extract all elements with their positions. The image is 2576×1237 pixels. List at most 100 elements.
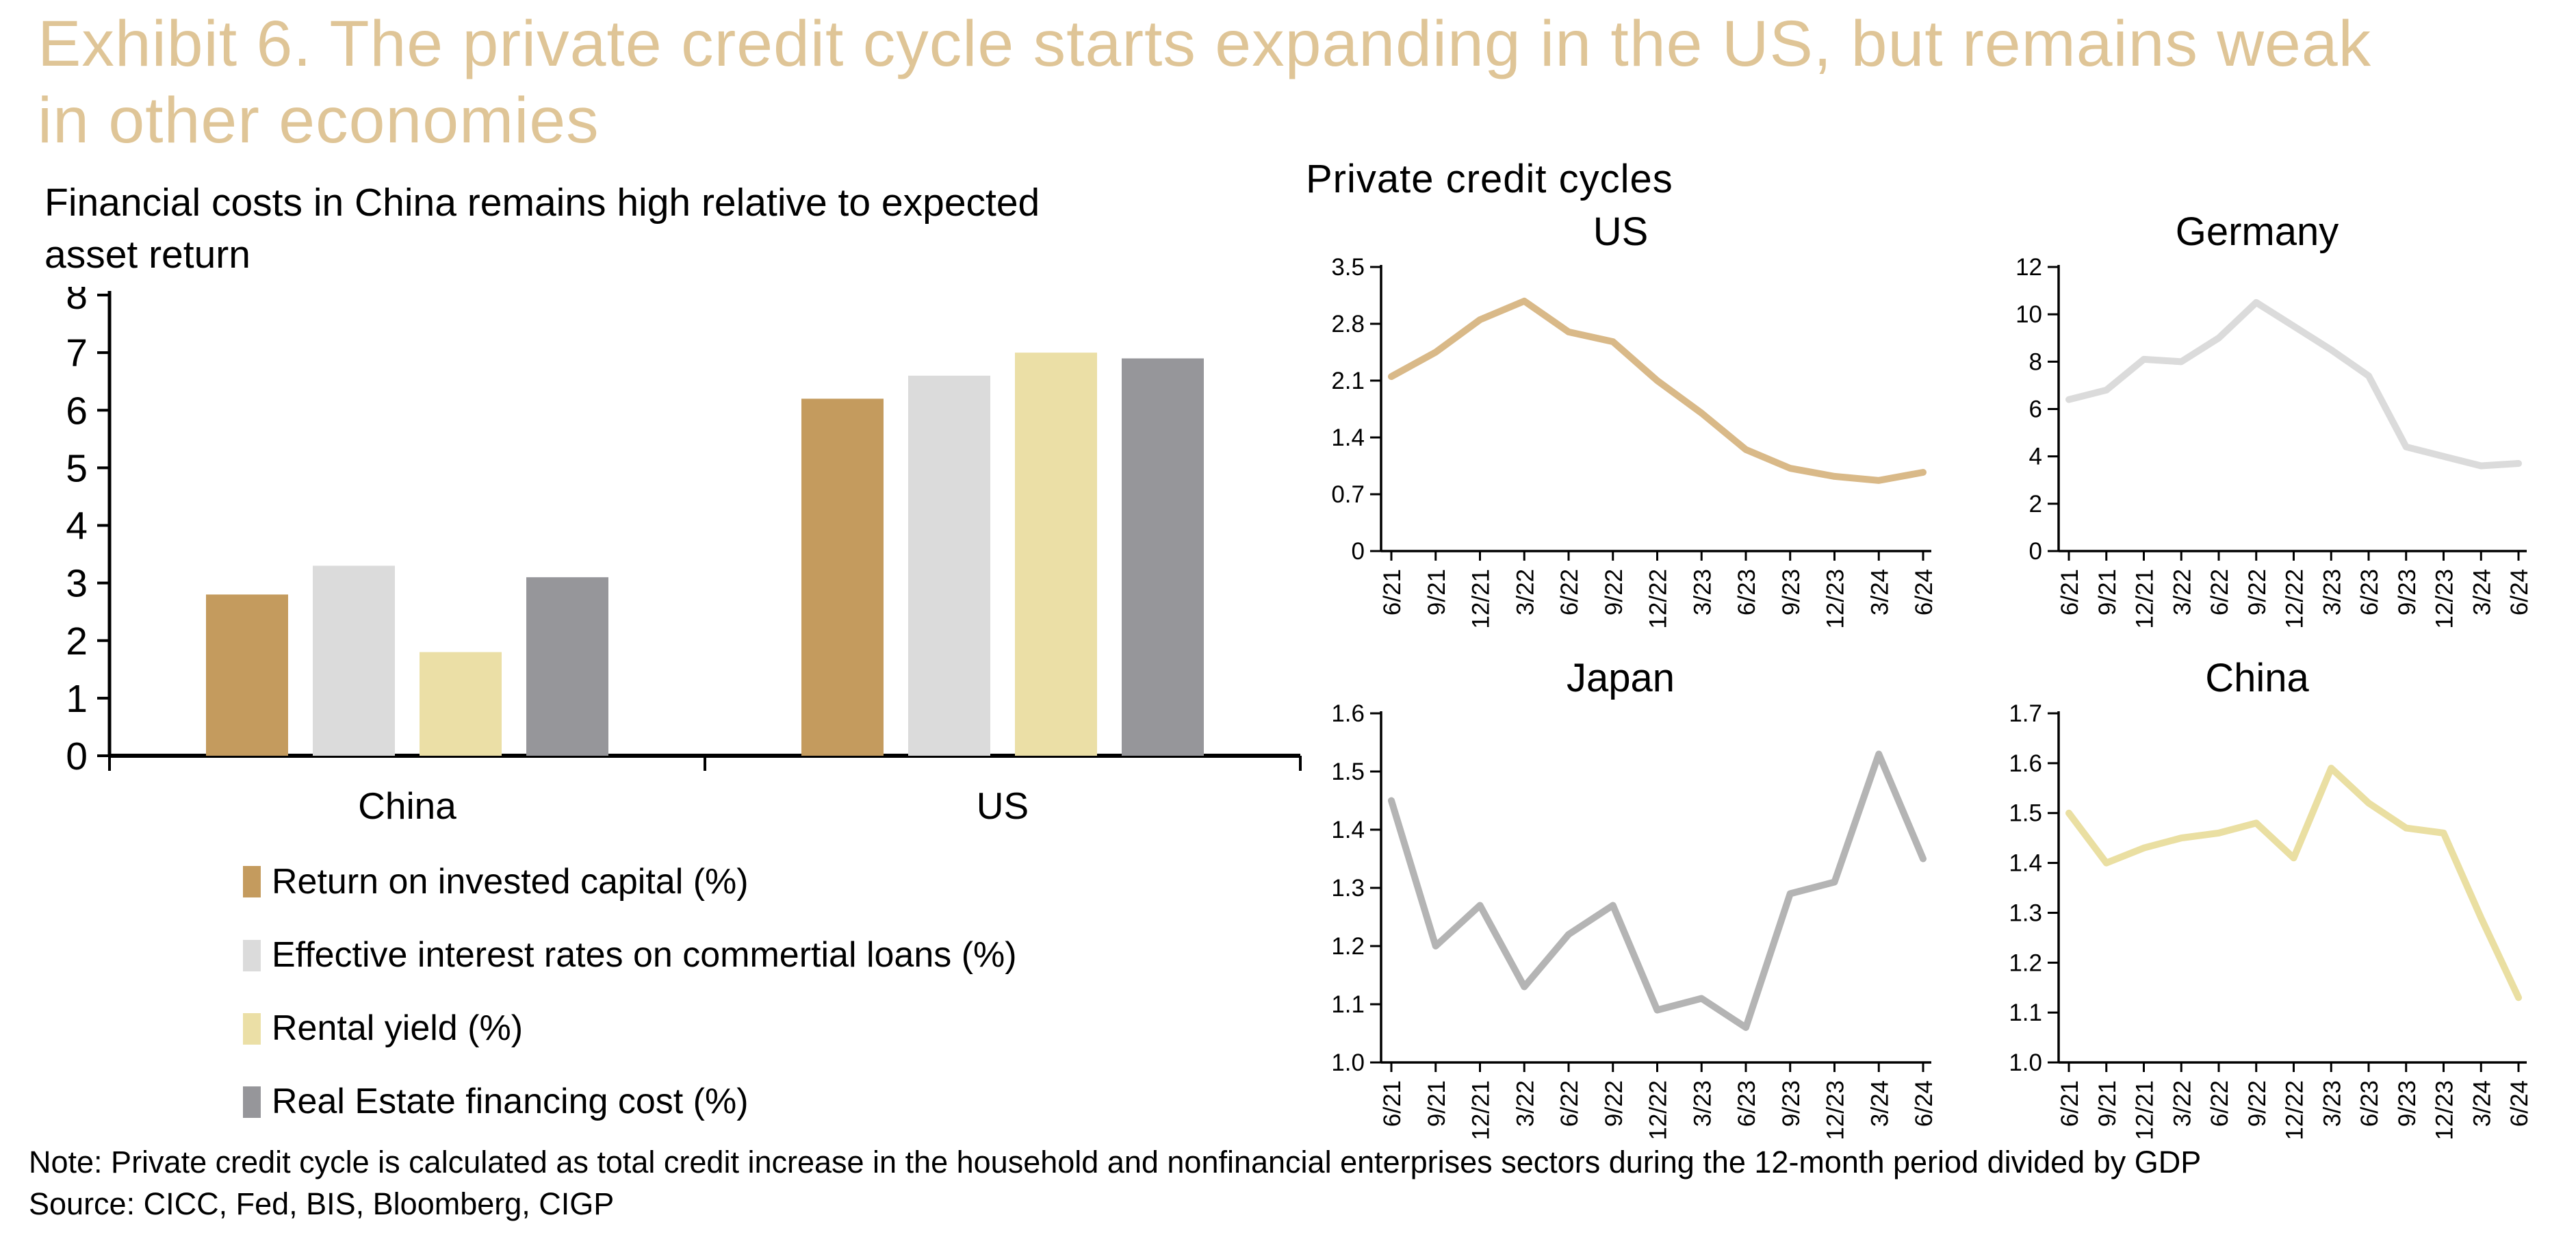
germany-chart-cell: Germany 0 2 4 6 8 10 12 6/21 9/21 12/21 3/22 6/22 9/…: [1983, 207, 2533, 654]
svg-text:2.1: 2.1: [1331, 368, 1365, 394]
svg-text:5: 5: [66, 446, 88, 490]
china-chart-title: China: [2205, 656, 2309, 700]
svg-text:6: 6: [66, 389, 88, 433]
x-tick-label: 3/23: [2319, 1080, 2345, 1127]
x-tick-label: 12/21: [2132, 569, 2159, 629]
bar: [313, 565, 395, 756]
bar: [801, 398, 884, 756]
x-tick-label: 6/21: [1379, 1080, 1406, 1127]
exhibit-title: Exhibit 6. The private credit cycle star…: [38, 8, 2372, 157]
legend-label: Effective interest rates on commertial l…: [272, 934, 1017, 975]
series-line: [2065, 298, 2522, 470]
x-tick-label: 3/22: [2169, 1080, 2195, 1127]
note-text: Note: Private credit cycle is calculated…: [29, 1145, 2202, 1179]
svg-text:0: 0: [66, 735, 88, 778]
bar: [206, 594, 288, 756]
x-tick-label: 6/24: [1911, 1080, 1935, 1127]
bar: [526, 576, 608, 756]
legend-swatch-icon: [243, 866, 261, 898]
line-charts-section: Private credit cycles US 0 0.7 1.4 2.1 2.8 3.…: [1300, 156, 2573, 1165]
x-tick-label: 6/23: [2356, 1080, 2383, 1127]
svg-text:1.5: 1.5: [1331, 758, 1365, 785]
legend-swatch-icon: [243, 1086, 261, 1118]
x-tick-label: 9/23: [2394, 569, 2421, 615]
x-tick-label: 3/23: [2319, 569, 2345, 615]
svg-text:10: 10: [2015, 301, 2042, 328]
x-tick-label: 3/24: [1866, 569, 1893, 615]
x-tick-label: 12/22: [1645, 1080, 1672, 1140]
germany-line-chart-svg: 0 2 4 6 8 10 12 6/21 9/21 12/21 3/22 6/22 9/22 12/22 3…: [2015, 254, 2533, 629]
panel-heading: Private credit cycles: [1306, 157, 1673, 201]
bar: [908, 375, 990, 756]
us-chart-title: US: [1593, 209, 1649, 254]
svg-text:0.7: 0.7: [1331, 481, 1365, 508]
svg-text:1: 1: [66, 677, 88, 721]
svg-text:8: 8: [2029, 348, 2042, 375]
china-line-chart-svg: 1.0 1.1 1.2 1.3 1.4 1.5 1.6 1.7 6/21 9/21 12/21 3/2…: [2009, 700, 2533, 1140]
bar: [1122, 358, 1204, 756]
svg-text:12: 12: [2015, 257, 2042, 281]
svg-text:4: 4: [66, 504, 88, 548]
x-tick-label: 3/23: [1689, 1080, 1716, 1127]
us-line-chart-svg: 0 0.7 1.4 2.1 2.8 3.5 6/21 9/21 12/21 3/22 6/22 9/2…: [1331, 254, 1937, 629]
svg-text:6: 6: [2029, 396, 2042, 423]
x-tick-label: 6/23: [1734, 1080, 1760, 1127]
svg-text:1.4: 1.4: [1331, 424, 1365, 451]
x-tick-label: 12/22: [2282, 1080, 2308, 1140]
x-tick-label: 9/21: [2094, 569, 2121, 615]
svg-text:1.7: 1.7: [2009, 703, 2042, 727]
china-chart-cell: China 1.0 1.1 1.2 1.3 1.4 1.5 1.6 1.7 6/21 9/21 12…: [1983, 654, 2533, 1165]
svg-text:1.6: 1.6: [2009, 750, 2042, 777]
japan-chart-cell: Japan 1.0 1.1 1.2 1.3 1.4 1.5 1.6 6/21 9/21 12/21…: [1306, 654, 1937, 1165]
x-tick-label: 6/22: [1556, 1080, 1583, 1127]
bar-chart-section: Financial costs in China remains high re…: [44, 177, 1307, 1156]
bar: [420, 652, 502, 756]
svg-text:3.5: 3.5: [1331, 257, 1365, 281]
x-tick-label: 9/21: [1424, 1080, 1450, 1127]
line-charts-grid: US 0 0.7 1.4 2.1 2.8 3.5 6/21 9/21 12/21 3/22 6/22…: [1300, 207, 2573, 1165]
x-tick-label: 9/22: [1601, 569, 1627, 615]
x-tick-label: 6/24: [2506, 569, 2531, 615]
svg-text:1.4: 1.4: [2009, 850, 2042, 877]
axes: 0 2 4 6 8 10 12: [2015, 254, 2527, 565]
legend-label: Real Estate financing cost (%): [272, 1082, 749, 1122]
y-axis: 0 1 2 3 4 5 6 7 8: [66, 274, 1302, 778]
x-tick-label: 9/23: [1778, 569, 1805, 615]
x-tick-label: 3/23: [1689, 569, 1716, 615]
x-tick-label: 3/24: [1866, 1080, 1893, 1127]
x-tick-label: 12/21: [2132, 1080, 2159, 1140]
us-line-chart: 0 0.7 1.4 2.1 2.8 3.5 6/21 9/21 12/21 3/22 6/22 9/2…: [1306, 254, 1937, 654]
x-tick-label: 3/22: [1512, 569, 1538, 615]
svg-text:1.6: 1.6: [1331, 703, 1365, 727]
japan-line-chart: 1.0 1.1 1.2 1.3 1.4 1.5 1.6 6/21 9/21 12/21 3/22 6/…: [1306, 700, 1937, 1165]
x-tick-label: 12/23: [2432, 1080, 2458, 1140]
germany-chart-title: Germany: [2175, 209, 2339, 254]
svg-text:1.0: 1.0: [2009, 1049, 2042, 1076]
axes: 1.0 1.1 1.2 1.3 1.4 1.5 1.6: [1331, 700, 1931, 1076]
axes: 0 0.7 1.4 2.1 2.8 3.5: [1331, 254, 1931, 565]
category-label: US: [977, 785, 1029, 827]
svg-text:1.5: 1.5: [2009, 800, 2042, 827]
svg-text:1.2: 1.2: [2009, 949, 2042, 976]
x-tick-label: 6/24: [1911, 569, 1935, 615]
x-tick-label: 6/21: [2057, 569, 2083, 615]
x-tick-label: 3/22: [1512, 1080, 1538, 1127]
x-tick-label: 9/22: [1601, 1080, 1627, 1127]
x-tick-label: 9/22: [2244, 1080, 2271, 1127]
x-tick-label: 9/21: [2094, 1080, 2121, 1127]
x-tick-label: 6/21: [2057, 1080, 2083, 1127]
bar-chart-legend: Return on invested capital (%) Effective…: [44, 862, 1307, 1122]
legend-swatch-icon: [243, 1012, 261, 1045]
germany-line-chart: 0 2 4 6 8 10 12 6/21 9/21 12/21 3/22 6/22 9/22 12/22 3…: [1983, 254, 2533, 654]
x-tick-label: 6/23: [1734, 569, 1760, 615]
x-tick-label: 6/24: [2506, 1080, 2531, 1127]
svg-text:0: 0: [2029, 538, 2042, 565]
x-tick-label: 12/23: [2432, 569, 2458, 629]
source-text: Source: CICC, Fed, BIS, Bloomberg, CIGP: [29, 1186, 615, 1221]
china-line-chart: 1.0 1.1 1.2 1.3 1.4 1.5 1.6 1.7 6/21 9/21 12/21 3/2…: [1983, 700, 2533, 1165]
svg-text:1.1: 1.1: [2009, 999, 2042, 1026]
legend-item-real-estate-financing-cost: Real Estate financing cost (%): [243, 1082, 1307, 1121]
x-tick-label: 12/23: [1822, 569, 1849, 629]
x-tick-label: 6/23: [2356, 569, 2383, 615]
